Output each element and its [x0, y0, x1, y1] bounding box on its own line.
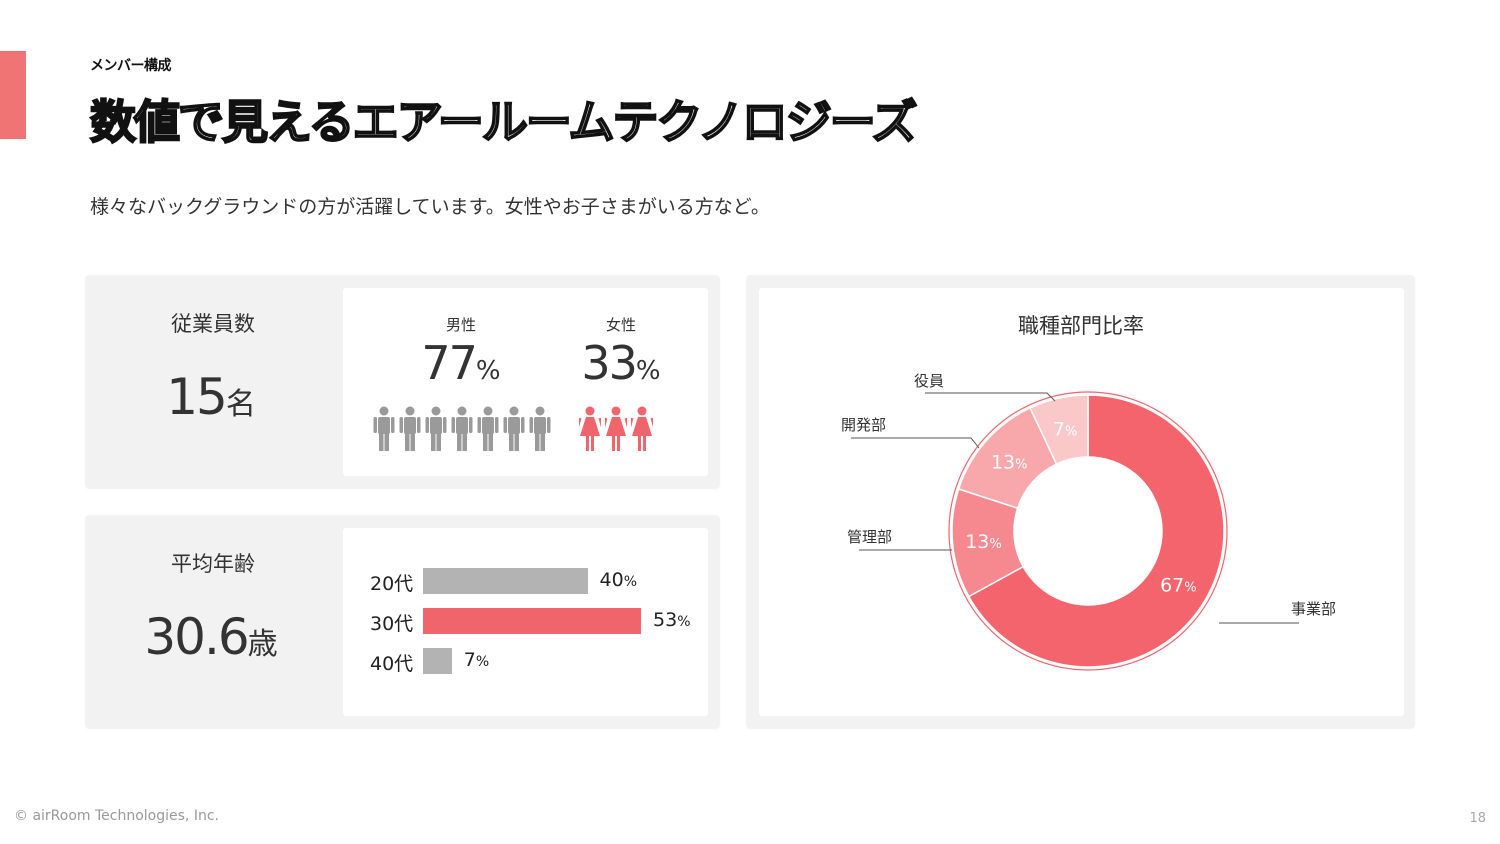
section-kicker: メンバー構成 [90, 58, 172, 74]
female-icons [579, 406, 653, 452]
donut-slice-value: 13% [965, 531, 1002, 553]
male-person-icon [451, 406, 473, 451]
age-card: 平均年齢 30.6歳 20代 40% 30代 53% 40代 7% [86, 516, 719, 728]
age-bar-value: 53% [653, 609, 691, 631]
male-percent-number: 77 [421, 336, 478, 390]
donut-slice [1029, 394, 1089, 466]
age-number: 30.6 [144, 608, 249, 666]
age-bar [423, 568, 588, 594]
female-percent: 33% [561, 336, 681, 390]
female-person-icon [579, 406, 601, 451]
male-percent: 77% [401, 336, 521, 390]
age-value: 30.6歳 [106, 608, 316, 666]
page-subtitle: 様々なバックグラウンドの方が活躍しています。女性やお子さまがいる方など。 [90, 196, 770, 218]
donut-slice-value: 13% [991, 452, 1028, 474]
gender-panel: 男性 77% 女性 33% [343, 288, 708, 476]
donut-leader-line [851, 437, 980, 449]
employees-label: 従業員数 [171, 312, 255, 336]
age-label: 平均年齢 [171, 552, 255, 576]
age-distribution-panel: 20代 40% 30代 53% 40代 7% [343, 528, 708, 716]
male-person-icon [399, 406, 421, 451]
female-percent-unit: % [635, 356, 661, 386]
male-person-icon [529, 406, 551, 451]
female-person-icon [605, 406, 627, 451]
donut-slice-value: 67% [1160, 574, 1197, 596]
age-row-label: 30代 [370, 613, 414, 635]
age-bar [423, 648, 452, 674]
accent-bar [0, 51, 26, 139]
male-person-icon [477, 406, 499, 451]
male-person-icon [503, 406, 525, 451]
page-title: 数値で見えるエアールームテクノロジーズ [89, 94, 918, 150]
donut-slice-label: 役員 [914, 372, 944, 390]
donut-slice-label: 管理部 [847, 528, 892, 546]
age-row-label: 20代 [370, 573, 414, 595]
male-person-icon [373, 406, 395, 451]
donut-leader-line [925, 392, 1056, 402]
donut-slice [967, 394, 1225, 668]
male-percent-unit: % [475, 356, 501, 386]
male-icons [373, 406, 551, 452]
age-row-label: 40代 [370, 653, 414, 675]
department-panel: 職種部門比率 67% 事業部 13% 管理部 13% 開発部 7% 役員 [759, 288, 1404, 716]
donut-slice-label: 開発部 [841, 416, 886, 434]
donut-slice-value: 7% [1053, 419, 1077, 441]
copyright: © airRoom Technologies, Inc. [14, 808, 219, 824]
female-label: 女性 [605, 316, 636, 334]
female-percent-number: 33 [581, 336, 638, 390]
age-bar-value: 40% [599, 569, 638, 591]
department-card: 職種部門比率 67% 事業部 13% 管理部 13% 開発部 7% 役員 [747, 276, 1414, 728]
male-person-icon [425, 406, 447, 451]
age-bar [423, 608, 641, 634]
male-label: 男性 [445, 316, 476, 334]
employees-unit: 名 [225, 387, 256, 422]
page-number: 18 [1469, 811, 1486, 826]
age-unit: 歳 [247, 627, 278, 662]
department-donut-chart: 67% 事業部 13% 管理部 13% 開発部 7% 役員 [841, 372, 1336, 671]
donut-slice-label: 事業部 [1291, 600, 1336, 618]
employees-value: 15名 [126, 368, 296, 426]
female-person-icon [631, 406, 653, 451]
employees-number: 15 [166, 368, 228, 426]
employees-card: 従業員数 15名 男性 77% 女性 33% [86, 276, 719, 488]
chart-title: 職種部門比率 [1018, 314, 1144, 338]
age-bar-value: 7% [463, 649, 490, 671]
